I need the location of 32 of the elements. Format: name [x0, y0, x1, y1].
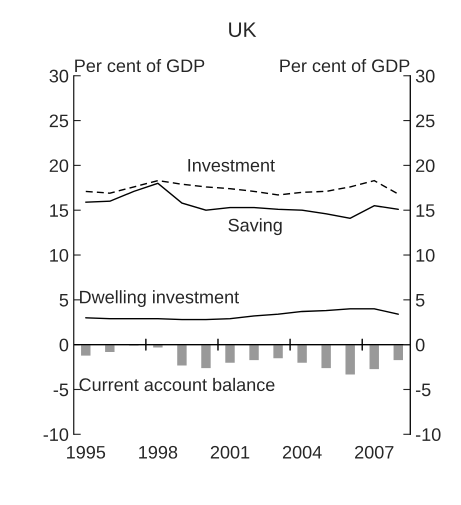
series-label: Dwelling investment	[80, 290, 239, 308]
x-tick-label: 1998	[139, 446, 178, 459]
x-tick-label: 2001	[210, 446, 250, 459]
y2-tick-label: 30	[416, 70, 435, 82]
line-series	[85, 308, 399, 320]
y-tick-label: 25	[50, 114, 68, 128]
y-tick-label: 15	[50, 204, 68, 217]
y2-axis-title: Per cent of GDP	[280, 58, 410, 72]
chart-title: UK	[229, 22, 256, 38]
y-tick-label: 0	[60, 338, 68, 352]
y-tick-label: 20	[50, 159, 68, 172]
y-tick-label: 30	[50, 70, 68, 82]
y2-tick-label: 5	[416, 294, 424, 307]
y-tick-label: -10	[44, 428, 68, 442]
series-label: Investment	[188, 159, 275, 172]
y-tick-label: 10	[50, 248, 68, 262]
y-tick-label: 5	[60, 294, 68, 307]
series-label: Saving	[228, 218, 282, 236]
series-label: Current account balance	[79, 378, 274, 392]
y-tick-label: -5	[54, 384, 68, 396]
y-axis-title: Per cent of GDP	[75, 58, 204, 72]
y2-tick-label: -10	[416, 428, 441, 442]
x-tick-label: 2007	[355, 446, 394, 459]
y2-tick-label: 15	[416, 204, 434, 217]
line-series	[85, 182, 399, 219]
y2-tick-label: 0	[416, 338, 424, 352]
y2-tick-label: 25	[416, 114, 434, 128]
y2-tick-label: -5	[416, 384, 430, 396]
x-tick-label: 1995	[67, 446, 106, 459]
x-tick-label: 2004	[282, 446, 322, 459]
y2-tick-label: 20	[416, 159, 435, 172]
y2-tick-label: 10	[416, 248, 435, 262]
